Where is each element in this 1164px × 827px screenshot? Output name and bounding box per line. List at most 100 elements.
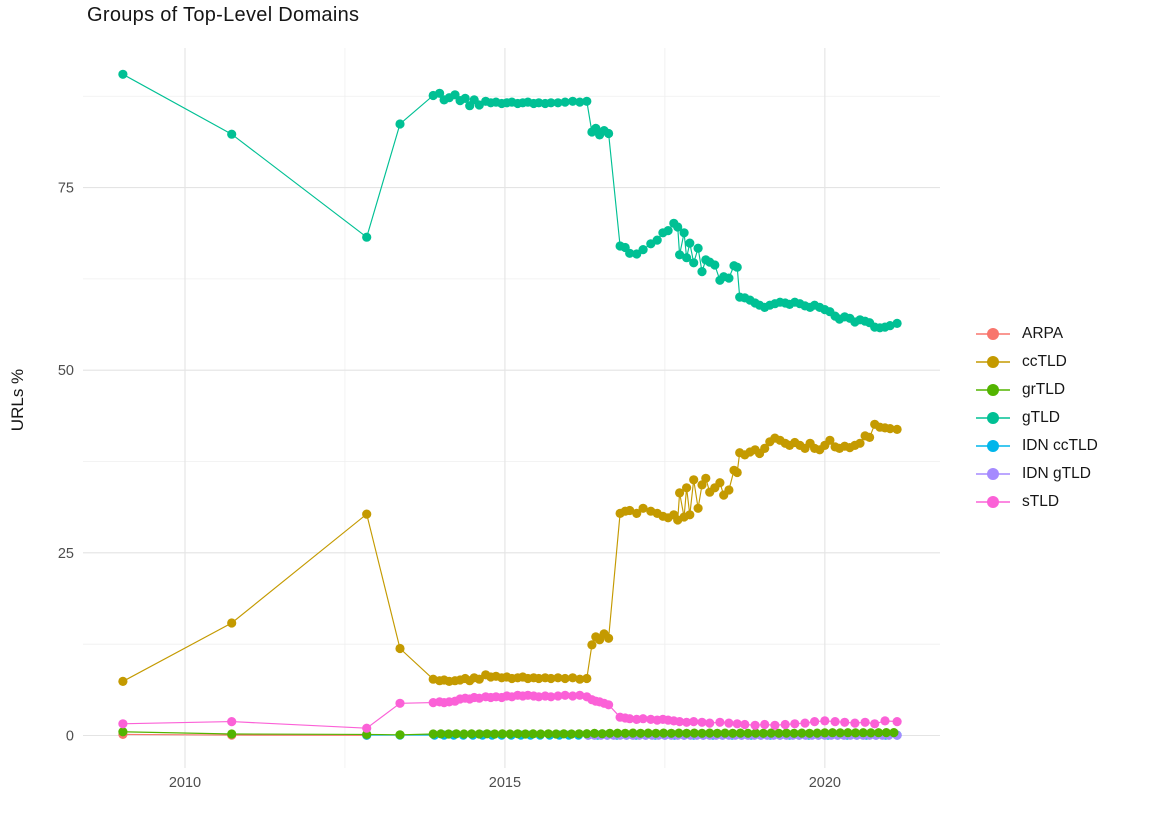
series-point-grtld [597,729,607,739]
series-point-cctld [227,618,237,628]
series-point-grtld [797,728,807,738]
series-point-grtld [589,728,600,739]
series-point-gtld [732,262,742,272]
legend-swatch-icon [976,355,1010,368]
series-point-gtld [682,253,692,263]
series-point-cctld [715,478,725,488]
series-point-stld [820,716,830,726]
legend-swatch-icon [976,439,1010,452]
series-point-gtld [395,119,405,129]
series-point-grtld [536,729,546,739]
series-point-gtld [693,243,703,253]
series-point-grtld [459,729,469,739]
series-point-stld [625,714,635,724]
series-point-stld [800,718,810,728]
series-point-stld [860,717,870,727]
series-point-cctld [675,488,685,498]
series-point-cctld [885,424,895,434]
series-point-stld [227,717,237,727]
series-point-cctld [682,483,692,493]
series-point-gtld [632,249,642,259]
series-point-stld [638,714,648,724]
legend-label: IDN gTLD [1022,464,1091,482]
series-point-stld [850,718,860,728]
legend-swatch-icon [976,467,1010,480]
x-tick-label: 2020 [809,775,841,791]
series-point-cctld [575,674,585,684]
series-point-grtld [804,728,815,738]
series-point-grtld [474,729,484,739]
legend-item-stld: sTLD [976,492,1098,511]
series-point-cctld [546,673,556,684]
series-point-grtld [666,728,676,738]
series-point-gtld [460,93,470,103]
series-point-grtld [620,728,630,738]
series-point-cctld [825,435,835,445]
series-point-gtld [685,238,695,248]
series-point-gtld [885,321,895,331]
series-point-stld [362,723,372,733]
series-point-stld [568,691,578,701]
series-point-stld [682,717,692,727]
series-point-gtld [435,88,445,98]
series-point-stld [790,719,800,729]
legend-swatch-icon [976,495,1010,508]
series-point-grtld [528,729,538,739]
series-point-cctld [724,485,734,495]
legend-label: grTLD [1022,380,1066,398]
series-point-stld [553,691,563,701]
series-point-grtld [505,729,515,739]
legend-label: IDN ccTLD [1022,436,1098,454]
series-point-cctld [582,673,592,684]
series-point-cctld [685,510,695,520]
series-point-stld [750,720,760,730]
y-axis-title: URLs % [8,368,27,432]
series-point-cctld [732,467,742,478]
series-point-gtld [892,318,902,328]
series-point-gtld [663,226,673,236]
legend-key-dot [987,411,999,424]
series-point-cctld [118,676,128,687]
series-point-grtld [743,728,753,738]
series-point-gtld [710,260,720,270]
legend-label: gTLD [1022,408,1060,426]
series-point-cctld [560,673,570,684]
x-tick-label: 2010 [169,775,201,791]
series-point-grtld [451,729,461,739]
series-point-cctld [638,503,648,513]
legend-label: sTLD [1022,492,1060,510]
series-point-grtld [874,728,884,738]
legend-key-dot [987,327,999,340]
series-point-grtld [751,728,761,738]
legend-item-grtld: grTLD [976,380,1098,399]
series-point-cctld [689,475,699,485]
series-point-grtld [482,729,492,739]
series-point-grtld [812,728,822,738]
series-point-gtld [625,248,635,258]
series-point-gtld [689,258,699,268]
series-point-stld [870,719,880,729]
series-point-stld [880,716,890,726]
series-point-gtld [652,235,662,245]
series-point-grtld [889,728,899,738]
series-point-grtld [720,728,730,738]
series-point-gtld [362,232,372,242]
series-point-gtld [675,250,685,260]
series-point-grtld [628,728,638,738]
legend-item-arpa: ARPA [976,324,1098,343]
chart-title: Groups of Top-Level Domains [87,4,360,26]
series-line-gtld [122,73,898,329]
series-point-cctld [625,505,635,516]
series-point-gtld [118,69,128,79]
series-point-stld [760,719,770,730]
series-point-cctld [693,503,703,513]
series-point-grtld [490,729,500,739]
series-point-grtld [758,728,769,738]
series-point-stld [604,700,614,710]
series-point-stld [830,717,840,727]
series-point-grtld [835,728,845,738]
x-tick-label: 2015 [489,775,521,791]
series-point-grtld [674,728,684,738]
